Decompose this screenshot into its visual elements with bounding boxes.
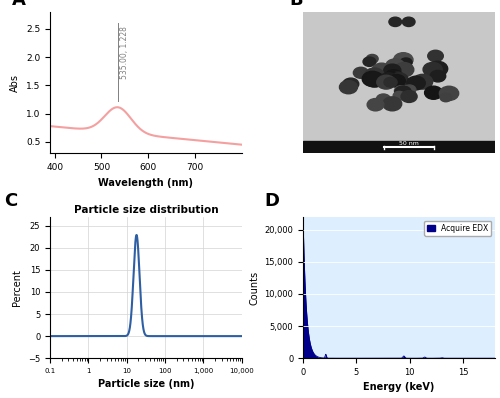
Circle shape [394,62,414,77]
Circle shape [394,86,408,96]
Circle shape [400,58,412,67]
Circle shape [424,86,442,99]
X-axis label: Particle size (nm): Particle size (nm) [98,379,194,390]
X-axis label: Wavelength (nm): Wavelength (nm) [98,178,194,187]
Y-axis label: Counts: Counts [249,271,259,304]
X-axis label: Energy (keV): Energy (keV) [364,382,435,392]
Circle shape [390,61,402,70]
Circle shape [383,72,400,85]
Circle shape [379,73,398,87]
Circle shape [386,59,404,73]
Text: B: B [290,0,304,9]
Circle shape [376,94,390,104]
Circle shape [393,92,405,100]
Text: 535.00, 1.228: 535.00, 1.228 [120,26,128,79]
Circle shape [340,80,357,94]
Circle shape [392,72,404,82]
Circle shape [390,73,408,86]
Circle shape [388,74,406,87]
Circle shape [394,53,413,67]
Text: 50 nm: 50 nm [398,140,418,146]
Bar [303,141,495,153]
Circle shape [440,86,458,100]
Circle shape [403,85,416,94]
Circle shape [440,93,452,102]
Text: D: D [265,191,280,210]
Circle shape [377,75,396,89]
Circle shape [430,70,446,82]
Circle shape [364,68,384,83]
Circle shape [384,78,397,87]
Circle shape [354,67,368,78]
Circle shape [364,72,378,82]
Circle shape [423,62,442,76]
Circle shape [412,74,432,89]
Circle shape [367,99,384,111]
Circle shape [343,78,359,90]
Circle shape [366,68,382,80]
Circle shape [428,50,444,62]
Circle shape [384,64,401,77]
Text: C: C [4,191,17,210]
Circle shape [362,71,383,86]
Title: Particle size distribution: Particle size distribution [74,205,218,215]
Circle shape [385,70,403,83]
Circle shape [363,57,376,66]
Circle shape [366,55,378,63]
Text: A: A [12,0,26,9]
Y-axis label: Percent: Percent [12,269,22,306]
Circle shape [407,76,425,90]
Y-axis label: Abs: Abs [10,74,20,92]
Circle shape [402,17,415,27]
Legend: Acquire EDX: Acquire EDX [424,220,491,236]
Circle shape [389,17,402,27]
Circle shape [401,91,417,102]
Circle shape [427,61,448,76]
Circle shape [364,72,384,87]
Circle shape [382,97,402,111]
Circle shape [372,63,391,77]
Circle shape [395,86,411,98]
